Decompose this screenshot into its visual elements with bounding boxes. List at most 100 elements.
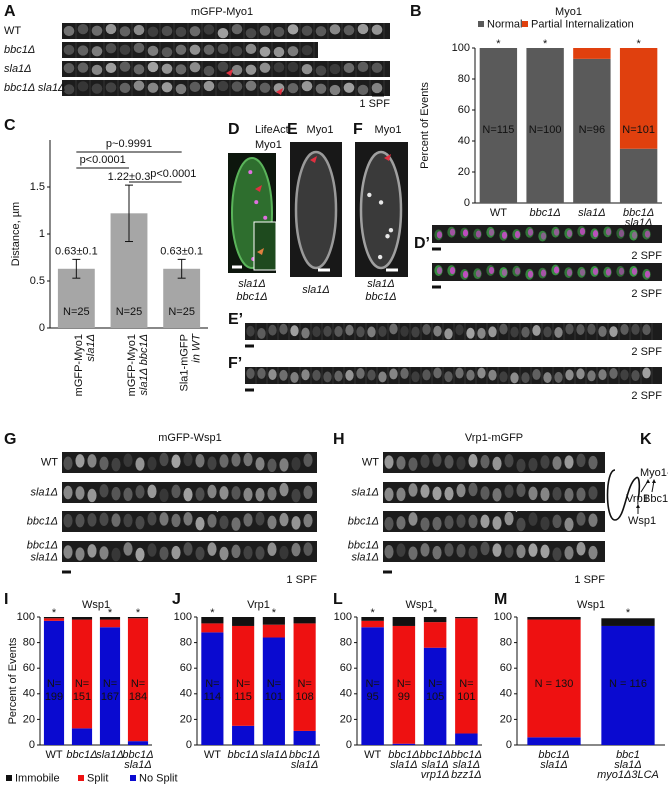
spot xyxy=(540,455,550,469)
spot xyxy=(592,267,599,276)
spot xyxy=(552,486,562,501)
bar-segment xyxy=(392,743,416,745)
spot xyxy=(75,486,85,500)
scale-label: 1 SPF xyxy=(574,574,605,586)
arrow-head xyxy=(646,479,650,483)
spot xyxy=(480,541,490,556)
spot xyxy=(279,482,289,497)
spot xyxy=(488,326,497,338)
spot xyxy=(408,457,418,471)
spot xyxy=(291,516,301,530)
panel-letter: E’ xyxy=(228,311,243,328)
spot xyxy=(287,24,299,35)
spot xyxy=(384,516,394,531)
chart-title: Myo1 xyxy=(555,6,582,18)
spot xyxy=(444,515,454,529)
row-label: WT xyxy=(41,456,58,468)
spot xyxy=(378,326,387,337)
bar-segment xyxy=(232,617,255,626)
spot xyxy=(287,83,299,94)
spot xyxy=(564,455,574,469)
n-label: N= xyxy=(236,678,250,690)
x-tick-label: sla1Δ xyxy=(578,207,606,219)
spot xyxy=(552,547,562,561)
spot xyxy=(303,542,313,556)
stain-label: Myo1 xyxy=(255,139,282,151)
row-label: WT xyxy=(4,25,21,37)
bar-segment xyxy=(232,625,255,726)
spot xyxy=(243,452,253,467)
significance-star: * xyxy=(626,607,631,619)
spot xyxy=(532,325,541,336)
spot xyxy=(159,546,169,561)
spot xyxy=(576,542,586,556)
y-axis-label: Percent of Events xyxy=(7,637,19,724)
spot xyxy=(357,61,369,73)
x-tick-label: bbc1Δ xyxy=(538,749,569,761)
spot xyxy=(255,512,265,526)
y-tick-label: 60 xyxy=(458,104,470,116)
legend-swatch xyxy=(130,775,136,781)
strain-label: sla1Δ xyxy=(302,284,330,296)
legend-label: No Split xyxy=(139,772,178,784)
spot xyxy=(389,323,398,335)
n-label: 151 xyxy=(73,691,91,703)
spot xyxy=(400,368,409,379)
spot xyxy=(259,82,271,93)
spot xyxy=(543,372,552,384)
arrowhead xyxy=(158,534,165,541)
spot xyxy=(63,44,75,55)
spot xyxy=(378,371,387,383)
row-label: sla1Δ xyxy=(4,63,32,75)
n-label: N=25 xyxy=(168,306,195,318)
panel-letter: I xyxy=(4,591,8,608)
y-tick-label: 60 xyxy=(340,662,352,674)
n-label: 167 xyxy=(101,691,119,703)
significance-star: * xyxy=(636,38,641,50)
spot xyxy=(564,517,574,532)
spot xyxy=(540,269,547,277)
y-tick-label: 20 xyxy=(500,713,512,725)
spot xyxy=(183,512,193,526)
node-label: Myo1-SH3 xyxy=(640,467,668,479)
bar-segment xyxy=(262,617,285,625)
spot xyxy=(488,228,495,236)
spot xyxy=(334,370,343,382)
bar-segment xyxy=(526,48,564,203)
spot xyxy=(588,513,598,527)
spot xyxy=(420,543,430,557)
y-tick-label: 40 xyxy=(340,688,352,700)
spot xyxy=(161,47,173,58)
spot xyxy=(576,368,585,380)
chart-title: Wsp1 xyxy=(405,599,433,611)
spot xyxy=(301,327,310,339)
spot xyxy=(631,267,638,275)
y-tick-label: 60 xyxy=(23,662,35,674)
spot xyxy=(462,229,469,237)
spot xyxy=(540,487,550,501)
patch xyxy=(367,192,372,198)
n-label: N= xyxy=(47,678,61,690)
x-tick-label: WT xyxy=(490,207,507,219)
patch xyxy=(378,200,384,205)
spot xyxy=(161,25,173,37)
spot xyxy=(279,323,288,335)
y-tick-label: 80 xyxy=(23,637,35,649)
spot xyxy=(504,544,514,558)
spot xyxy=(462,270,469,279)
panel-title: Vrp1-mGFP xyxy=(465,432,523,444)
chart-title: Vrp1 xyxy=(247,599,270,611)
spot xyxy=(171,484,181,499)
spot xyxy=(620,369,629,381)
y-tick-label: 80 xyxy=(340,637,352,649)
spot xyxy=(217,61,229,72)
spot xyxy=(444,543,454,557)
spot xyxy=(605,268,612,276)
spot xyxy=(356,326,365,338)
spot xyxy=(119,26,131,37)
n-label: N=100 xyxy=(529,124,562,136)
spot xyxy=(408,483,418,497)
spot xyxy=(87,544,97,558)
spot xyxy=(501,268,508,277)
